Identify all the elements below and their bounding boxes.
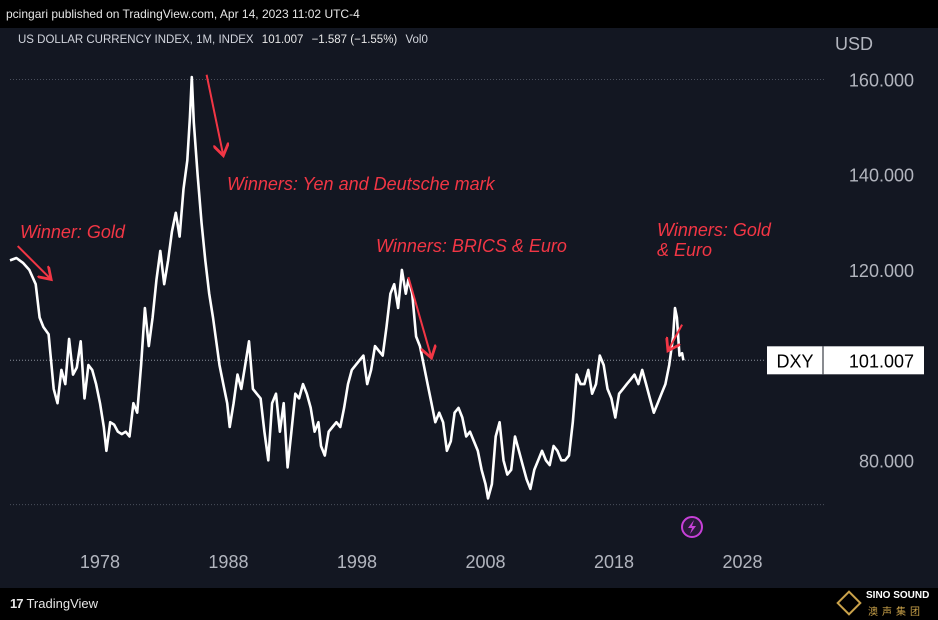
annotation-arrow [17,245,51,279]
x-tick-label: 2018 [594,552,634,572]
y-tick-label: 140.000 [849,166,914,186]
annotation-arrow [407,276,431,358]
annotation-text: & Euro [657,240,712,260]
sino-sub: 澳声集团 [868,607,924,618]
x-tick-label: 1998 [337,552,377,572]
legend-volume: Vol0 [405,34,428,46]
annotation-text: Winners: BRICS & Euro [376,236,567,256]
legend-last: 101.007 [261,34,304,46]
legend: US DOLLAR CURRENCY INDEX, 1M, INDEX 101.… [18,34,433,46]
price-tag-box [823,346,924,375]
y-tick-label: 120.000 [849,261,914,281]
chart-svg[interactable]: 160.000 140.000 120.000 80.000 USD 1978 1988 19… [0,28,938,588]
published-text: pcingari published on TradingView.com, A… [6,7,360,21]
x-tick-label: 2008 [465,552,505,572]
currency-label: USD [835,34,873,54]
lightning-icon [688,520,696,534]
footer: 17 TradingView SINO SOUND 澳声集团 [0,588,938,620]
legend-change: −1.587 (−1.55%) [311,34,398,46]
x-tick-label: 2028 [722,552,762,572]
y-tick-label: 80.000 [859,451,914,471]
price-tag: 101.007 [849,351,914,371]
annotation-arrow [205,74,224,156]
annotation-text: Winners: Gold [657,220,772,240]
sino-logo-icon [836,590,862,616]
symbol-tag: DXY [776,351,813,371]
sino-name: SINO SOUND [866,590,930,601]
annotation-text: Winners: Yen and Deutsche mark [227,174,496,194]
annotation-text: Winner: Gold [20,222,126,242]
tradingview-logo[interactable]: 17 TradingView [10,596,98,611]
symbol-tag-box [767,346,823,375]
tv-brand: TradingView [26,596,99,611]
legend-symbol[interactable]: US DOLLAR CURRENCY INDEX, 1M, INDEX [18,34,254,46]
publisher-bar: pcingari published on TradingView.com, A… [0,0,938,28]
y-tick-label: 160.000 [849,71,914,91]
x-tick-label: 1988 [208,552,248,572]
dxy-series-line[interactable] [9,75,685,500]
tv-logo-icon: 17 [10,596,24,611]
sino-sound-watermark: SINO SOUND 澳声集团 [836,590,934,618]
x-tick-label: 1978 [80,552,120,572]
chart-panel: US DOLLAR CURRENCY INDEX, 1M, INDEX 101.… [0,28,938,588]
annotation-arrow [668,324,683,351]
